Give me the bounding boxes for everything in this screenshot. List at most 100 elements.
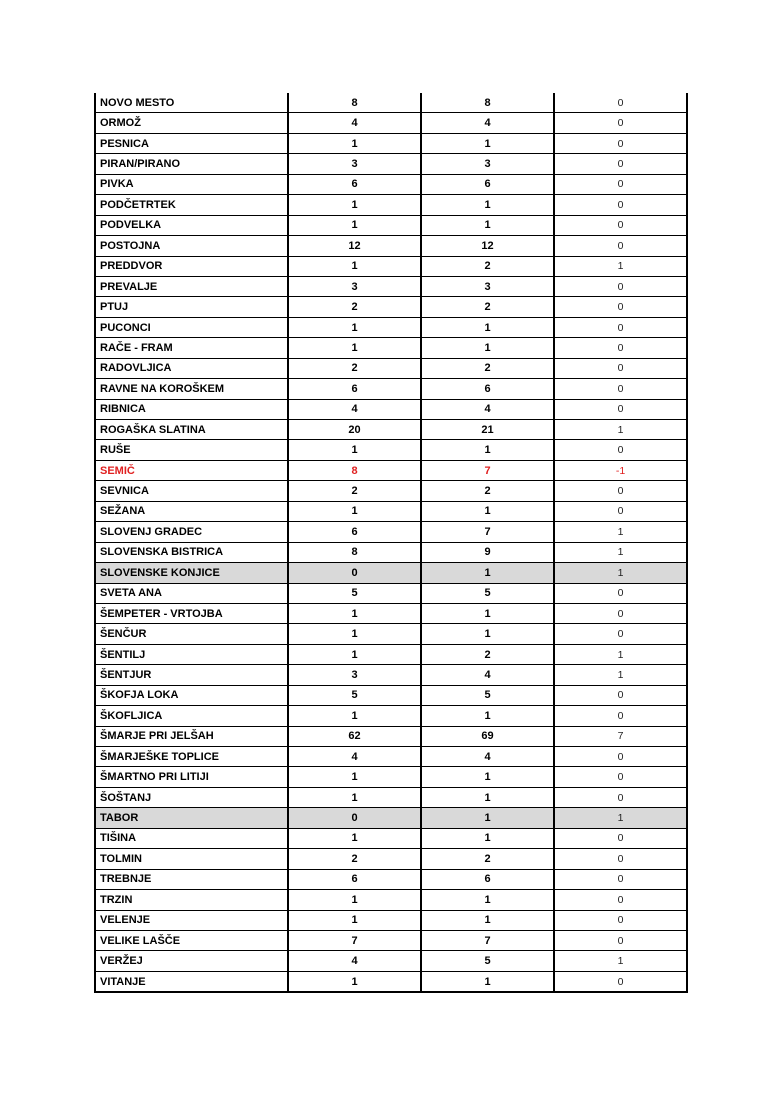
municipality-cell: VERŽEJ bbox=[94, 950, 289, 972]
table-row: ORMOŽ 4 4 0 bbox=[94, 112, 688, 134]
value-a-cell: 4 bbox=[287, 398, 422, 421]
value-a-cell: 2 bbox=[287, 296, 422, 318]
value-b-cell: 8 bbox=[420, 93, 555, 114]
municipality-cell: SEMIČ bbox=[94, 459, 289, 482]
table-row: ŠENTJUR 3 4 1 bbox=[94, 664, 688, 686]
table-row: SLOVENJ GRADEC 6 7 1 bbox=[94, 521, 688, 543]
difference-cell: 0 bbox=[553, 827, 688, 850]
value-b-cell: 6 bbox=[420, 868, 555, 891]
value-a-cell: 2 bbox=[287, 480, 422, 502]
value-b-cell: 4 bbox=[420, 745, 555, 768]
value-b-cell: 1 bbox=[420, 562, 555, 584]
value-b-cell: 1 bbox=[420, 827, 555, 850]
difference-cell: 0 bbox=[553, 766, 688, 788]
table-row: RIBNICA 4 4 0 bbox=[94, 398, 688, 421]
table-row: PUCONCI 1 1 0 bbox=[94, 316, 688, 339]
municipality-cell: ŠKOFJA LOKA bbox=[94, 684, 289, 707]
table-row: TIŠINA 1 1 0 bbox=[94, 827, 688, 850]
value-b-cell: 3 bbox=[420, 153, 555, 175]
table-row: TREBNJE 6 6 0 bbox=[94, 868, 688, 891]
municipality-cell: SEVNICA bbox=[94, 480, 289, 502]
difference-cell: 0 bbox=[553, 745, 688, 768]
value-a-cell: 1 bbox=[287, 786, 422, 809]
value-a-cell: 6 bbox=[287, 868, 422, 891]
value-b-cell: 1 bbox=[420, 214, 555, 237]
difference-cell: 0 bbox=[553, 480, 688, 502]
value-a-cell: 4 bbox=[287, 112, 422, 134]
value-a-cell: 1 bbox=[287, 643, 422, 666]
municipality-cell: VELIKE LAŠČE bbox=[94, 929, 289, 952]
municipality-cell: ŠENTILJ bbox=[94, 643, 289, 666]
difference-cell: 0 bbox=[553, 132, 688, 155]
municipality-cell: TREBNJE bbox=[94, 868, 289, 891]
value-a-cell: 1 bbox=[287, 194, 422, 216]
table-row: SVETA ANA 5 5 0 bbox=[94, 582, 688, 604]
table-row: RUŠE 1 1 0 bbox=[94, 439, 688, 461]
table-row: ŠOŠTANJ 1 1 0 bbox=[94, 786, 688, 809]
difference-cell: 0 bbox=[553, 705, 688, 727]
value-b-cell: 2 bbox=[420, 255, 555, 277]
table-row: VELIKE LAŠČE 7 7 0 bbox=[94, 929, 688, 952]
value-b-cell: 2 bbox=[420, 848, 555, 870]
table-row: PTUJ 2 2 0 bbox=[94, 296, 688, 318]
table-row: PODVELKA 1 1 0 bbox=[94, 214, 688, 237]
value-a-cell: 1 bbox=[287, 316, 422, 339]
table-row: ŠENČUR 1 1 0 bbox=[94, 623, 688, 645]
value-b-cell: 1 bbox=[420, 194, 555, 216]
municipality-cell: PREVALJE bbox=[94, 275, 289, 298]
difference-cell: 0 bbox=[553, 357, 688, 380]
table-row: PREVALJE 3 3 0 bbox=[94, 275, 688, 298]
difference-cell: 0 bbox=[553, 296, 688, 318]
value-a-cell: 4 bbox=[287, 950, 422, 972]
value-a-cell: 8 bbox=[287, 541, 422, 564]
municipality-cell: SLOVENSKA BISTRICA bbox=[94, 541, 289, 564]
value-b-cell: 7 bbox=[420, 929, 555, 952]
value-a-cell: 1 bbox=[287, 970, 422, 994]
value-b-cell: 2 bbox=[420, 357, 555, 380]
value-a-cell: 6 bbox=[287, 173, 422, 196]
municipality-cell: ŠEMPETER - VRTOJBA bbox=[94, 602, 289, 625]
municipality-cell: NOVO MESTO bbox=[94, 93, 289, 114]
value-a-cell: 7 bbox=[287, 929, 422, 952]
table-row: PODČETRTEK 1 1 0 bbox=[94, 194, 688, 216]
municipality-cell: SLOVENSKE KONJICE bbox=[94, 562, 289, 584]
municipality-cell: ŠKOFLJICA bbox=[94, 705, 289, 727]
municipality-cell: PODČETRTEK bbox=[94, 194, 289, 216]
difference-cell: 0 bbox=[553, 684, 688, 707]
municipality-cell: SEŽANA bbox=[94, 500, 289, 523]
value-b-cell: 1 bbox=[420, 889, 555, 911]
value-b-cell: 5 bbox=[420, 684, 555, 707]
difference-cell: 0 bbox=[553, 582, 688, 604]
municipality-cell: ŠENČUR bbox=[94, 623, 289, 645]
table-row: RAČE - FRAM 1 1 0 bbox=[94, 337, 688, 359]
table-row: ŠKOFJA LOKA 5 5 0 bbox=[94, 684, 688, 707]
difference-cell: 0 bbox=[553, 623, 688, 645]
value-b-cell: 7 bbox=[420, 459, 555, 482]
value-b-cell: 1 bbox=[420, 623, 555, 645]
value-a-cell: 1 bbox=[287, 623, 422, 645]
value-b-cell: 1 bbox=[420, 807, 555, 829]
difference-cell: 0 bbox=[553, 602, 688, 625]
municipality-cell: TOLMIN bbox=[94, 848, 289, 870]
difference-cell: 0 bbox=[553, 173, 688, 196]
difference-cell: 1 bbox=[553, 255, 688, 277]
difference-cell: 0 bbox=[553, 316, 688, 339]
table-row: TABOR 0 1 1 bbox=[94, 807, 688, 829]
value-a-cell: 20 bbox=[287, 418, 422, 441]
table-row: SLOVENSKA BISTRICA 8 9 1 bbox=[94, 541, 688, 564]
table-row: ŠMARTNO PRI LITIJI 1 1 0 bbox=[94, 766, 688, 788]
value-a-cell: 1 bbox=[287, 602, 422, 625]
municipality-cell: ŠMARJEŠKE TOPLICE bbox=[94, 745, 289, 768]
table-row: RADOVLJICA 2 2 0 bbox=[94, 357, 688, 380]
value-a-cell: 5 bbox=[287, 684, 422, 707]
value-a-cell: 1 bbox=[287, 255, 422, 277]
table-row: TOLMIN 2 2 0 bbox=[94, 848, 688, 870]
value-b-cell: 1 bbox=[420, 705, 555, 727]
value-b-cell: 1 bbox=[420, 786, 555, 809]
municipality-cell: VELENJE bbox=[94, 909, 289, 931]
value-b-cell: 3 bbox=[420, 275, 555, 298]
table-row: POSTOJNA 12 12 0 bbox=[94, 235, 688, 257]
table-row: PREDDVOR 1 2 1 bbox=[94, 255, 688, 277]
value-a-cell: 0 bbox=[287, 562, 422, 584]
value-a-cell: 1 bbox=[287, 500, 422, 523]
